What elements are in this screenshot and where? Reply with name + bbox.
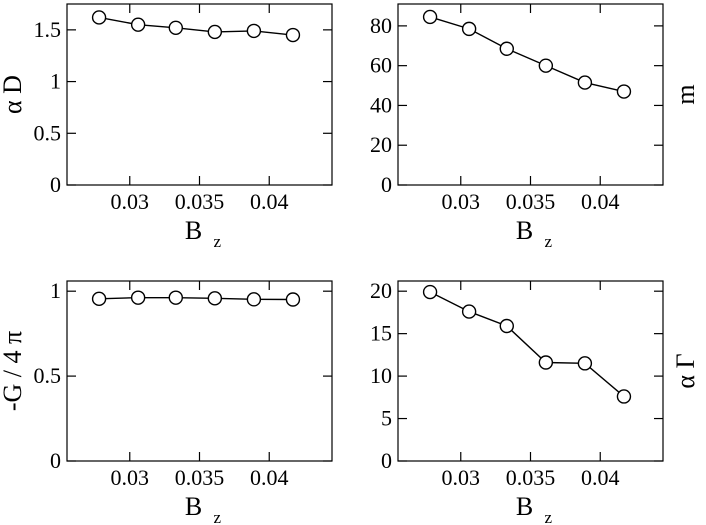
- chart-panel-top-right: 0.03 0.035 0.04 0 20 40 60 80 B z m: [370, 3, 700, 251]
- y-axis-label: m: [671, 84, 700, 104]
- y-tick-label: 20: [370, 278, 392, 303]
- data-point: [168, 20, 183, 35]
- data-point: [207, 291, 223, 306]
- x-tick-label: 0.03: [442, 465, 481, 490]
- y-tick-label: 10: [370, 363, 392, 388]
- data-point: [246, 23, 262, 39]
- x-axis-label-subscript: z: [545, 232, 553, 251]
- y-axis-label: α D: [0, 75, 27, 114]
- x-tick-label: 0.04: [250, 465, 289, 490]
- data-point: [285, 27, 301, 43]
- series-line: [98, 16, 294, 36]
- series-line: [99, 296, 293, 301]
- data-point: [499, 41, 514, 56]
- x-tick-label: 0.035: [175, 189, 225, 214]
- y-tick-label: 1: [50, 278, 61, 303]
- y-tick-label: 80: [370, 13, 392, 38]
- data-point: [461, 21, 477, 37]
- y-tick-label: 20: [370, 132, 392, 157]
- y-tick-label: 0.5: [34, 120, 62, 145]
- chart-panel-bottom-left: 0.03 0.035 0.04 0 0.5 1 B z -G / 4 π: [0, 278, 333, 525]
- x-tick-label: 0.035: [506, 465, 556, 490]
- data-point: [577, 356, 593, 371]
- y-axis-label: α Γ: [671, 353, 700, 388]
- data-point: [461, 304, 477, 319]
- data-point: [422, 9, 438, 25]
- data-point: [499, 318, 514, 334]
- plot-frame: [66, 280, 333, 462]
- x-axis-label: B: [516, 216, 533, 245]
- y-tick-label: 15: [370, 321, 392, 346]
- plot-frame: [397, 280, 664, 462]
- chart-panel-bottom-right: 0.03 0.035 0.04 0 5 10 15 20 B z α Γ: [370, 278, 700, 525]
- data-point: [207, 24, 223, 40]
- data-point: [538, 58, 554, 73]
- data-point: [91, 291, 107, 307]
- x-tick-label: 0.03: [111, 465, 150, 490]
- x-axis-label-subscript: z: [214, 508, 222, 525]
- y-tick-label: 40: [370, 92, 392, 117]
- x-axis-label-subscript: z: [214, 232, 222, 251]
- data-point: [577, 75, 593, 90]
- x-tick-label: 0.04: [581, 465, 620, 490]
- data-point: [130, 17, 146, 32]
- y-tick-label: 1: [50, 69, 61, 94]
- data-point: [91, 10, 107, 25]
- x-axis-label: B: [516, 492, 533, 521]
- x-tick-label: 0.03: [442, 189, 481, 214]
- x-axis-label-subscript: z: [545, 508, 553, 525]
- chart-panel-top-left: 0.03 0.035 0.04 0 0.5 1 1.5 B z α D: [0, 3, 333, 251]
- data-point: [422, 284, 438, 300]
- y-tick-label: 0: [50, 448, 61, 473]
- x-tick-label: 0.035: [175, 465, 225, 490]
- y-tick-label: 5: [381, 406, 392, 431]
- y-tick-label: 0.5: [34, 363, 62, 388]
- x-tick-label: 0.035: [506, 189, 556, 214]
- data-point: [130, 290, 146, 305]
- y-axis-label: -G / 4 π: [0, 331, 27, 411]
- data-point: [616, 389, 632, 404]
- y-tick-label: 1.5: [34, 17, 62, 42]
- x-tick-label: 0.04: [250, 189, 289, 214]
- series-line: [429, 16, 625, 93]
- data-point: [246, 292, 262, 307]
- data-point: [285, 292, 301, 307]
- data-point: [168, 290, 183, 305]
- y-tick-label: 0: [381, 172, 392, 197]
- data-point: [616, 84, 632, 99]
- y-tick-label: 0: [50, 172, 61, 197]
- x-axis-label: B: [185, 492, 202, 521]
- x-axis-label: B: [185, 216, 202, 245]
- x-tick-label: 0.04: [581, 189, 620, 214]
- series-line: [429, 291, 625, 398]
- y-tick-label: 60: [370, 53, 392, 78]
- x-tick-label: 0.03: [111, 189, 150, 214]
- y-tick-label: 0: [381, 448, 392, 473]
- data-point: [538, 355, 554, 370]
